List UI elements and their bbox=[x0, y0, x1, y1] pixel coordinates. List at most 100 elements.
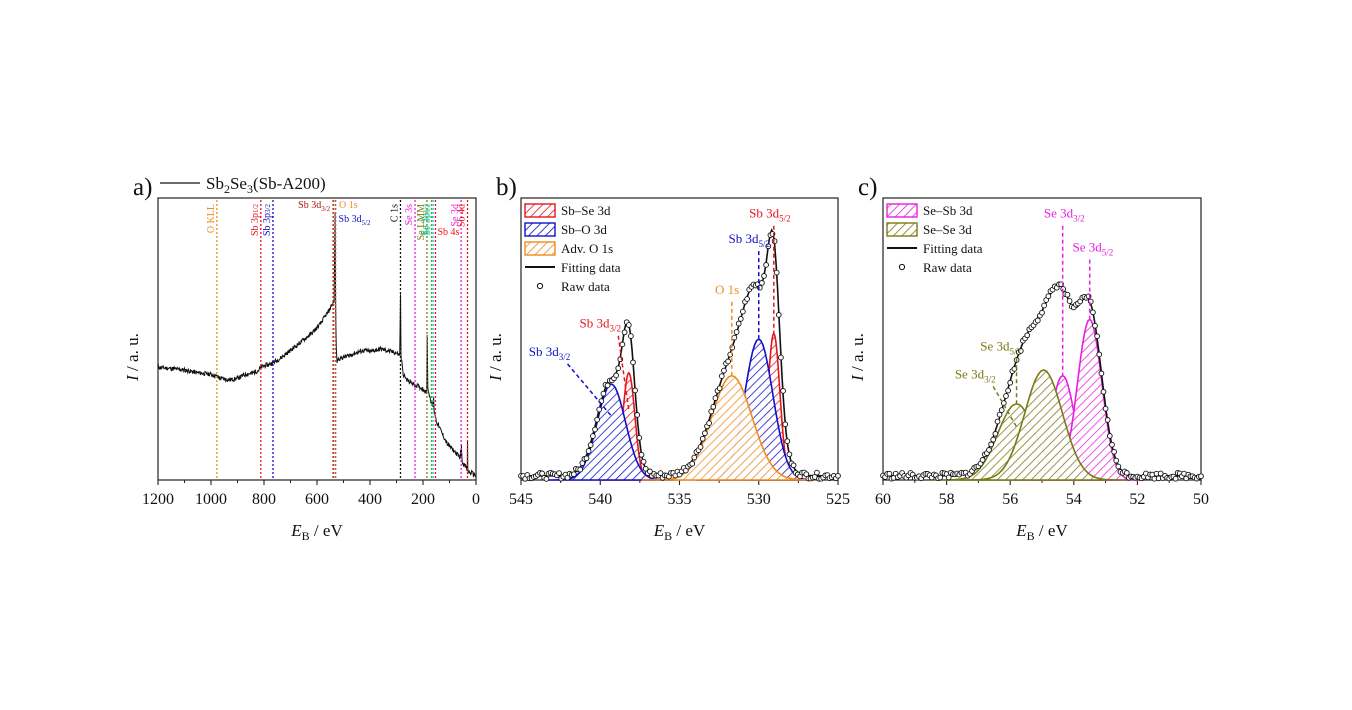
raw-data-point bbox=[556, 470, 562, 476]
x-tick-label: 530 bbox=[747, 491, 771, 508]
annotation-se-3d-3-2-magenta: Se 3d3/2 bbox=[1044, 206, 1085, 224]
raw-data-point bbox=[1092, 322, 1098, 329]
peak-label-sb-3d-5-2: Sb 3d5/2 bbox=[339, 214, 372, 227]
raw-data-point bbox=[1102, 405, 1109, 412]
raw-data-point bbox=[771, 238, 778, 245]
raw-data-point bbox=[625, 322, 632, 328]
legend-label: Sb2Se3(Sb-A200) bbox=[206, 174, 326, 196]
raw-data-point bbox=[761, 273, 767, 279]
raw-data-point bbox=[1094, 333, 1100, 340]
raw-data-point bbox=[619, 341, 626, 348]
raw-data-point bbox=[638, 451, 645, 458]
x-tick-label: 54 bbox=[1066, 491, 1082, 508]
legend-item-raw-data-label: Raw data bbox=[561, 279, 610, 294]
annotation-sb-3d-3-2-red-leader bbox=[617, 335, 630, 410]
y-axis-label: I / a. u. bbox=[486, 333, 505, 382]
raw-data-point bbox=[1104, 417, 1111, 423]
peak-label-sb-3d-3-2: Sb 3d3/2 bbox=[298, 200, 331, 213]
annotation-se-3d-3-2-olive-leader bbox=[992, 386, 1018, 428]
raw-data-point bbox=[988, 441, 994, 448]
raw-data-point bbox=[592, 426, 598, 433]
x-tick-label: 56 bbox=[1002, 491, 1018, 508]
component-peak-sb-o-3d-0 bbox=[548, 383, 675, 481]
raw-data-point bbox=[1198, 473, 1204, 480]
panel-label: a) bbox=[133, 174, 152, 201]
x-tick-label: 600 bbox=[305, 491, 329, 508]
raw-data-point bbox=[613, 372, 619, 379]
y-axis-label: I / a. u. bbox=[123, 333, 142, 382]
raw-data-point bbox=[1005, 387, 1011, 394]
raw-data-point bbox=[775, 312, 782, 318]
raw-data-point bbox=[778, 354, 784, 361]
x-axis-label: EB / eV bbox=[290, 521, 343, 543]
raw-data-point bbox=[1066, 298, 1073, 304]
raw-data-point bbox=[759, 280, 765, 286]
raw-data-point bbox=[773, 269, 780, 276]
raw-data-point bbox=[765, 243, 772, 250]
panel-label: b) bbox=[496, 174, 517, 201]
peak-label-se-3s: Se 3s bbox=[404, 204, 415, 226]
raw-data-point bbox=[640, 458, 647, 465]
annotation-se-3d-3-2-olive: Se 3d3/2 bbox=[955, 366, 996, 384]
raw-data-point bbox=[570, 471, 577, 478]
x-tick-label: 800 bbox=[252, 491, 276, 508]
raw-data-point bbox=[814, 469, 820, 476]
raw-data-point bbox=[702, 430, 708, 437]
raw-data-point bbox=[1109, 441, 1115, 448]
raw-data-point bbox=[1039, 309, 1045, 316]
x-tick-label: 1200 bbox=[142, 491, 174, 508]
peak-label-sb-4d: Sb 4d bbox=[457, 204, 468, 227]
raw-data-point bbox=[615, 365, 622, 372]
raw-data-point bbox=[1157, 470, 1164, 477]
raw-data-point bbox=[583, 455, 590, 462]
y-axis-label: I / a. u. bbox=[848, 333, 867, 382]
legend-item-fitting-data-label: Fitting data bbox=[923, 241, 983, 256]
raw-data-point bbox=[744, 296, 750, 302]
raw-data-point bbox=[1003, 393, 1009, 399]
raw-data-point bbox=[630, 359, 636, 366]
raw-data-point bbox=[706, 420, 712, 426]
x-tick-label: 545 bbox=[509, 491, 533, 508]
raw-data-point bbox=[945, 474, 952, 481]
raw-data-point bbox=[1115, 463, 1122, 470]
raw-data-point bbox=[1017, 348, 1024, 354]
raw-data-point bbox=[1098, 370, 1105, 377]
peak-label-se-3p-3-2: Se 3p3/2 bbox=[422, 204, 433, 236]
raw-data-point bbox=[780, 388, 786, 394]
raw-data-point bbox=[994, 418, 1001, 425]
x-tick-label: 58 bbox=[939, 491, 955, 508]
legend-item-adv-o-1s-label: Adv. O 1s bbox=[561, 241, 613, 256]
raw-data-point bbox=[1034, 317, 1041, 324]
raw-data-point bbox=[1100, 388, 1107, 395]
raw-data-point bbox=[689, 460, 696, 467]
raw-data-point bbox=[937, 474, 944, 481]
raw-data-point bbox=[998, 407, 1005, 413]
raw-data-point bbox=[1041, 302, 1047, 309]
raw-data-point bbox=[543, 476, 550, 482]
raw-data-point bbox=[1111, 448, 1117, 455]
raw-data-point bbox=[600, 390, 607, 397]
raw-data-point bbox=[577, 466, 584, 473]
legend-item-se-sb-3d-swatch bbox=[886, 203, 918, 218]
raw-data-point bbox=[632, 387, 638, 394]
raw-data-point bbox=[1024, 332, 1031, 339]
raw-data-point bbox=[596, 406, 603, 413]
panel-c-se3d: c) 60 58 56 54 52 50 EB / eV I / a. u. Se 3d3/2 Se… bbox=[848, 174, 1209, 543]
peak-label-se-3d: Se 3d bbox=[450, 204, 461, 227]
x-tick-label: 535 bbox=[668, 491, 692, 508]
raw-data-point bbox=[699, 435, 706, 442]
raw-data-point bbox=[740, 308, 746, 315]
raw-data-point bbox=[587, 442, 594, 448]
panel-label: c) bbox=[858, 174, 877, 201]
legend-item-sb-se-3d-swatch bbox=[524, 203, 556, 218]
annotation-sb-3d-3-2-blue: Sb 3d3/2 bbox=[529, 344, 571, 362]
legend-item-se-se-3d-label: Se–Se 3d bbox=[923, 222, 972, 237]
raw-data-point bbox=[1045, 293, 1052, 300]
raw-data-point bbox=[731, 334, 738, 341]
raw-data-point bbox=[708, 408, 715, 415]
raw-data-point bbox=[737, 316, 744, 322]
peak-label-c-1s: C 1s bbox=[389, 204, 400, 222]
peak-label-o-kll: O KLL bbox=[206, 204, 217, 233]
x-tick-label: 52 bbox=[1129, 491, 1145, 508]
